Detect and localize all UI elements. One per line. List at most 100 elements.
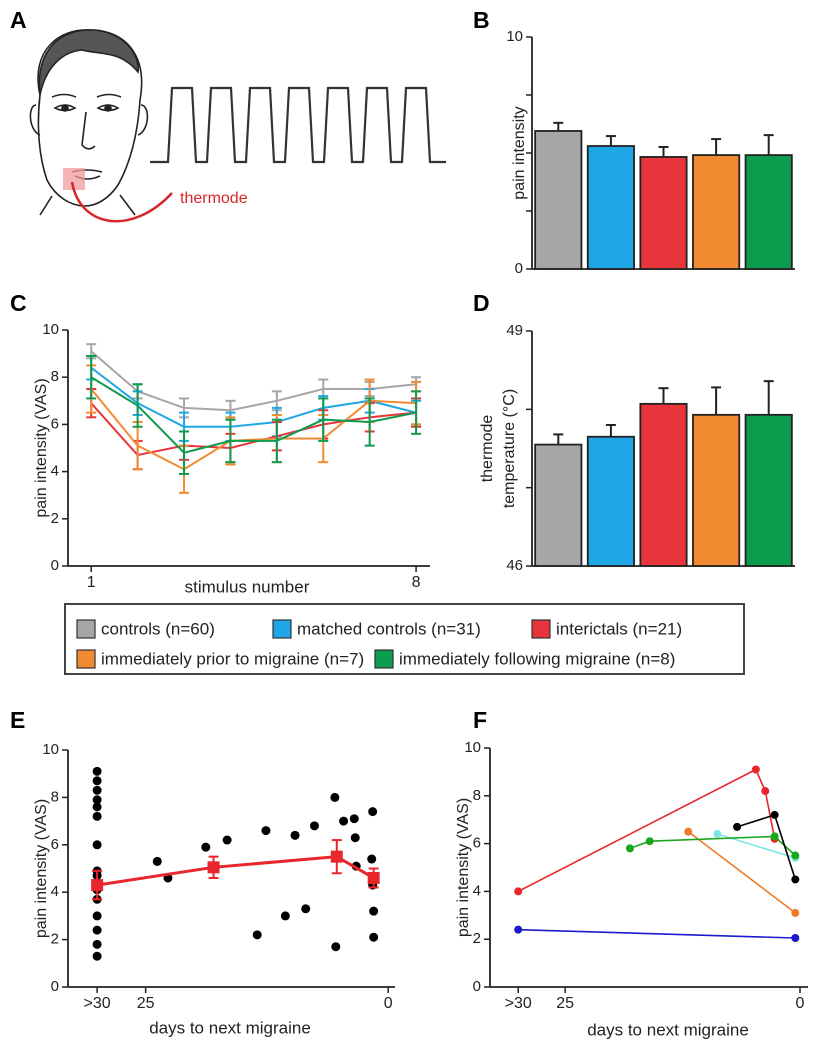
y-tick-label: 10: [42, 741, 59, 758]
mean-marker: [91, 879, 104, 892]
y-tick-label: 8: [473, 787, 481, 804]
data-point: [92, 766, 102, 776]
y-tick-label: 46: [506, 557, 523, 574]
series-line: [90, 388, 417, 471]
subject-point: [761, 787, 770, 796]
legend-label: immediately following migraine (n=8): [399, 649, 675, 668]
data-point: [368, 807, 378, 817]
series-line: [90, 366, 417, 428]
thermode-cable: [70, 181, 173, 223]
y-tick-label: 2: [473, 930, 481, 947]
y-tick-label: 6: [51, 836, 59, 853]
subject-point: [791, 851, 800, 860]
bar: [534, 130, 583, 270]
y-tick-label: 4: [51, 463, 59, 480]
data-point: [280, 911, 290, 921]
panel-letter: E: [10, 707, 25, 733]
y-axis-label: pain intensity (VAS): [33, 378, 50, 517]
subject-point: [770, 810, 779, 819]
data-point: [369, 932, 379, 942]
y-tick-label: 0: [51, 557, 59, 574]
face-illustration: [29, 29, 149, 216]
subject-point: [645, 837, 654, 846]
y-tick-label: 49: [506, 322, 523, 339]
legend-swatch: [76, 649, 96, 669]
y-tick-label: 4: [51, 883, 59, 900]
y-tick-label: 6: [473, 835, 481, 852]
subject-point: [514, 925, 523, 934]
bar: [534, 443, 583, 567]
subject-point: [713, 830, 722, 839]
panel-letter: A: [10, 7, 27, 33]
subject-point: [791, 875, 800, 884]
legend-label: immediately prior to migraine (n=7): [101, 649, 364, 668]
data-point: [330, 792, 340, 802]
subject-point: [751, 765, 760, 774]
mean-line: [96, 855, 375, 887]
data-point: [349, 814, 359, 824]
bar: [639, 156, 688, 270]
data-point: [92, 811, 102, 821]
subject-point: [770, 832, 779, 841]
data-point: [290, 830, 300, 840]
data-point: [92, 911, 102, 921]
panel-letter: B: [473, 7, 490, 33]
data-point: [92, 802, 102, 812]
data-point: [92, 925, 102, 935]
x-axis-label: days to next migraine: [149, 1018, 311, 1037]
data-point: [92, 795, 102, 805]
legend-label: matched controls (n=31): [297, 619, 481, 638]
x-tick-label: 0: [384, 995, 393, 1012]
subject-point: [625, 844, 634, 853]
data-point: [367, 854, 377, 864]
data-point: [92, 951, 102, 961]
bar: [692, 154, 741, 270]
mean-marker: [330, 850, 343, 863]
bar: [744, 413, 793, 567]
legend-label: controls (n=60): [101, 619, 215, 638]
subject-line: [629, 835, 796, 857]
legend-swatch: [531, 619, 551, 639]
data-point: [92, 785, 102, 795]
subject-point: [684, 827, 693, 836]
mean-marker: [207, 861, 220, 874]
stimulus-waveform: [150, 86, 446, 164]
x-tick-label: 8: [412, 574, 421, 591]
legend-swatch: [272, 619, 292, 639]
y-tick-label: 8: [51, 788, 59, 805]
bar: [639, 402, 688, 567]
x-tick-label: 0: [796, 995, 805, 1012]
data-point: [92, 939, 102, 949]
data-point: [331, 942, 341, 952]
series-line: [90, 402, 417, 457]
data-point: [252, 930, 262, 940]
x-tick-label: 25: [556, 995, 574, 1012]
data-point: [92, 840, 102, 850]
data-point: [350, 833, 360, 843]
x-tick-label: >30: [505, 995, 532, 1012]
y-tick-label: 2: [51, 931, 59, 948]
y-tick-label: 10: [42, 321, 59, 338]
legend-label: interictals (n=21): [556, 619, 682, 638]
data-point: [369, 906, 379, 916]
data-point: [201, 842, 211, 852]
y-axis-label: pain intensity: [511, 106, 528, 199]
subject-line: [518, 928, 796, 939]
data-point: [222, 835, 232, 845]
y-axis-label: pain intensity (VAS): [33, 799, 50, 938]
subject-point: [733, 822, 742, 831]
y-tick-label: 0: [515, 260, 523, 277]
data-point: [301, 904, 311, 914]
y-tick-label: 6: [51, 415, 59, 432]
mean-marker: [367, 871, 380, 884]
y-tick-label: 10: [464, 739, 481, 756]
data-point: [309, 821, 319, 831]
y-tick-label: 0: [473, 978, 481, 995]
panel-letter: F: [473, 707, 487, 733]
bar: [586, 145, 635, 270]
subject-point: [514, 887, 523, 896]
subject-point: [791, 908, 800, 917]
y-tick-label: 4: [473, 882, 481, 899]
series-line: [90, 376, 417, 454]
panel-letter: D: [473, 290, 490, 316]
